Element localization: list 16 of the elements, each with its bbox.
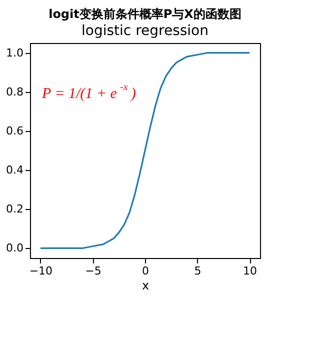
chart-subtitle: logistic regression xyxy=(82,23,208,39)
line-series xyxy=(40,52,250,250)
x-tick-label: −5 xyxy=(85,264,102,278)
x-tick-label: 5 xyxy=(194,264,202,278)
x-tick-label: −10 xyxy=(29,264,53,278)
y-tick-label: 0.0 xyxy=(6,242,24,255)
x-tick-label: 0 xyxy=(142,264,149,278)
x-tick-label: 10 xyxy=(243,264,258,278)
chart-title: logit变换前条件概率P与X的函数图 xyxy=(48,7,242,21)
y-tick-label: 1.0 xyxy=(6,46,24,60)
x-axis-title: x xyxy=(142,278,150,292)
y-tick-label: 0.6 xyxy=(6,124,24,138)
y-tick-label: 0.2 xyxy=(6,202,24,216)
y-tick-label: 0.4 xyxy=(6,164,24,177)
y-tick-label: 0.8 xyxy=(6,85,24,98)
annotation: P = 1/(1 + e-x) xyxy=(41,82,136,102)
